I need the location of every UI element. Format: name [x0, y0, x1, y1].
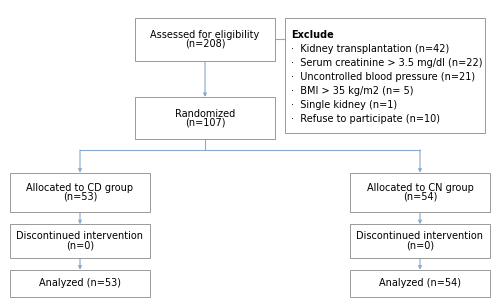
Text: Assessed for eligibility: Assessed for eligibility	[150, 30, 260, 40]
Text: Allocated to CD group: Allocated to CD group	[26, 183, 134, 193]
Text: ·  Single kidney (n=1): · Single kidney (n=1)	[291, 100, 397, 110]
Text: Discontinued intervention: Discontinued intervention	[356, 231, 484, 241]
FancyBboxPatch shape	[350, 173, 490, 212]
FancyBboxPatch shape	[10, 270, 150, 297]
Text: Discontinued intervention: Discontinued intervention	[16, 231, 144, 241]
FancyBboxPatch shape	[350, 224, 490, 258]
FancyBboxPatch shape	[285, 18, 485, 133]
FancyBboxPatch shape	[135, 97, 275, 139]
Text: (n=0): (n=0)	[66, 240, 94, 251]
Text: Allocated to CN group: Allocated to CN group	[366, 183, 474, 193]
FancyBboxPatch shape	[135, 18, 275, 61]
Text: (n=54): (n=54)	[403, 192, 437, 202]
Text: Randomized: Randomized	[175, 108, 235, 119]
Text: (n=107): (n=107)	[185, 118, 226, 128]
Text: Analyzed (n=53): Analyzed (n=53)	[39, 278, 121, 288]
Text: ·  Kidney transplantation (n=42): · Kidney transplantation (n=42)	[291, 44, 449, 54]
Text: (n=53): (n=53)	[63, 192, 97, 202]
FancyBboxPatch shape	[350, 270, 490, 297]
FancyBboxPatch shape	[10, 224, 150, 258]
Text: ·  BMI > 35 kg/m2 (n= 5): · BMI > 35 kg/m2 (n= 5)	[291, 86, 414, 96]
Text: Exclude: Exclude	[291, 30, 334, 40]
Text: ·  Serum creatinine > 3.5 mg/dl (n=22): · Serum creatinine > 3.5 mg/dl (n=22)	[291, 58, 482, 68]
Text: (n=0): (n=0)	[406, 240, 434, 251]
Text: Analyzed (n=54): Analyzed (n=54)	[379, 278, 461, 288]
FancyBboxPatch shape	[10, 173, 150, 212]
Text: ·  Uncontrolled blood pressure (n=21): · Uncontrolled blood pressure (n=21)	[291, 72, 475, 82]
Text: ·  Refuse to participate (n=10): · Refuse to participate (n=10)	[291, 114, 440, 124]
Text: (n=208): (n=208)	[185, 39, 226, 49]
